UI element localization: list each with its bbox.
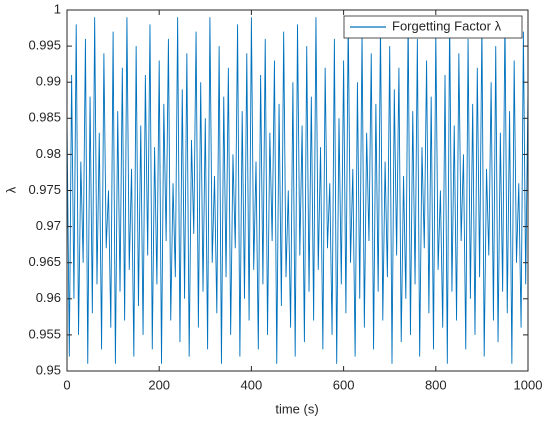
y-tick-label: 1 — [54, 1, 61, 16]
legend-label: Forgetting Factor λ — [392, 18, 502, 33]
x-tick-label: 1000 — [514, 377, 543, 392]
x-tick-label: 800 — [425, 377, 447, 392]
y-tick-label: 0.995 — [28, 38, 61, 53]
y-axis-label: λ — [3, 186, 18, 193]
y-tick-label: 0.975 — [28, 182, 61, 197]
y-tick-label: 0.985 — [28, 110, 61, 125]
legend-box — [343, 15, 523, 39]
x-tick-label: 600 — [333, 377, 355, 392]
x-axis-label: time (s) — [275, 401, 318, 416]
x-tick-label: 200 — [148, 377, 170, 392]
y-tick-label: 0.97 — [36, 218, 61, 233]
x-tick-label: 0 — [63, 377, 70, 392]
y-tick-label: 0.99 — [36, 74, 61, 89]
y-tick-label: 0.98 — [36, 146, 61, 161]
y-tick-label: 0.965 — [28, 254, 61, 269]
x-tick-label: 400 — [241, 377, 263, 392]
y-tick-label: 0.95 — [36, 362, 61, 377]
data-line — [66, 17, 529, 364]
y-tick-label: 0.96 — [36, 290, 61, 305]
y-tick-label: 0.955 — [28, 326, 61, 341]
